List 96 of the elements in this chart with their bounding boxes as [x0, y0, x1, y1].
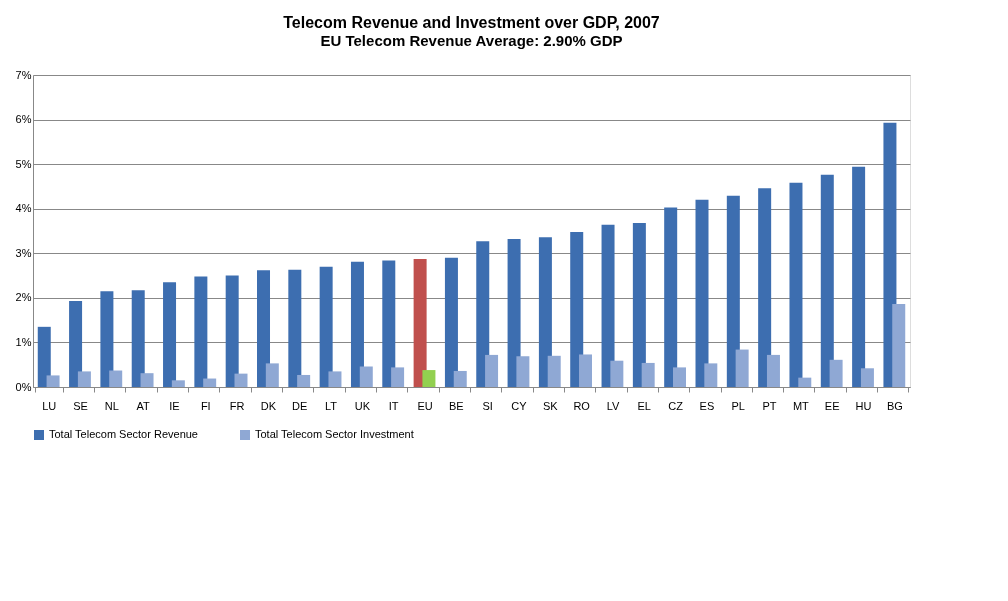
bar: [131, 290, 145, 387]
legend-label: Total Telecom Sector Revenue: [49, 428, 198, 440]
bar: [547, 355, 561, 387]
bar: [297, 374, 311, 387]
bar: [69, 300, 83, 387]
x-tick-label: HU: [855, 399, 872, 412]
x-tick-label: RO: [573, 399, 591, 412]
bar: [171, 380, 185, 387]
bar: [453, 370, 467, 387]
bar: [789, 182, 803, 387]
bar: [444, 257, 458, 387]
chart-title: Telecom Revenue and Investment over GDP, 2007: [283, 14, 660, 31]
y-tick-label: 2%: [15, 291, 32, 304]
x-tick-label: SK: [542, 399, 559, 412]
bar: [100, 291, 114, 387]
x-tick-label: IE: [169, 399, 180, 412]
bar: [391, 367, 405, 387]
y-tick-label: 5%: [15, 157, 32, 170]
bar: [382, 260, 396, 387]
x-tick-label: EU: [417, 399, 433, 412]
bar: [485, 354, 499, 387]
bar: [610, 360, 624, 387]
chart-subtitle: EU Telecom Revenue Average: 2.90% GDP: [320, 32, 623, 49]
bar: [820, 174, 834, 387]
bar: [758, 188, 772, 387]
y-tick-label: 7%: [15, 68, 32, 81]
bar: [735, 349, 749, 387]
x-tick-label: FI: [200, 399, 211, 412]
y-tick-label: 3%: [15, 246, 32, 259]
x-tick-label: DK: [260, 399, 277, 412]
x-tick-label: MT: [792, 399, 810, 412]
bar: [892, 304, 906, 387]
x-tick-label: NL: [104, 399, 119, 412]
x-tick-label: CZ: [668, 399, 684, 412]
x-tick-label: BE: [449, 399, 464, 412]
y-tick-label: 4%: [15, 202, 32, 215]
legend-label: Total Telecom Sector Investment: [255, 428, 414, 440]
bar: [570, 231, 584, 387]
x-tick-label: BG: [886, 399, 903, 412]
x-tick-label: LU: [42, 399, 57, 412]
x-tick-label: SI: [482, 399, 493, 412]
bar: [860, 368, 874, 387]
x-tick-label: AT: [136, 399, 151, 412]
bar: [664, 207, 678, 387]
x-tick-label: DE: [292, 399, 308, 412]
bar: [579, 354, 593, 387]
y-tick-label: 1%: [15, 335, 32, 348]
bar: [140, 373, 154, 387]
x-tick-label: IT: [388, 399, 399, 412]
bar: [359, 366, 373, 387]
bar: [77, 371, 91, 387]
x-tick-label: SE: [73, 399, 88, 412]
bar: [695, 199, 709, 387]
x-tick-label: PL: [731, 399, 745, 412]
bar: [265, 363, 279, 387]
bar: [109, 370, 123, 387]
bar: [852, 166, 866, 387]
bar: [194, 276, 208, 387]
bar: [422, 370, 436, 387]
x-tick-label: EL: [637, 399, 651, 412]
x-tick-label: ES: [699, 399, 715, 412]
bar: [225, 275, 239, 387]
bar: [203, 378, 217, 387]
x-tick-label: LV: [606, 399, 620, 412]
bar: [476, 241, 490, 387]
bar: [726, 195, 740, 387]
bar: [234, 373, 248, 387]
x-tick-label: PT: [762, 399, 777, 412]
bar: [328, 371, 342, 387]
bar: [883, 122, 897, 387]
x-tick-label: EE: [824, 399, 840, 412]
bar: [829, 359, 843, 387]
x-tick-label: FR: [229, 399, 245, 412]
bar: [37, 326, 51, 387]
x-tick-label: CY: [511, 399, 528, 412]
y-tick-label: 0%: [15, 380, 32, 393]
bar: [319, 266, 333, 387]
bar: [704, 363, 718, 387]
bar: [46, 375, 60, 387]
bar: [632, 222, 646, 387]
bar: [507, 239, 521, 387]
bar: [601, 224, 615, 387]
y-tick-label: 6%: [15, 113, 32, 126]
bar: [766, 354, 780, 387]
bar: [672, 367, 686, 387]
bar: [163, 282, 177, 387]
bar: [288, 269, 302, 387]
x-tick-label: UK: [354, 399, 371, 412]
bar: [350, 261, 364, 387]
bar: [413, 259, 427, 387]
bar: [538, 237, 552, 387]
bar: [798, 377, 812, 387]
bar: [516, 356, 530, 387]
bar: [257, 270, 271, 387]
bar: [641, 362, 655, 387]
x-tick-label: LT: [325, 399, 338, 412]
